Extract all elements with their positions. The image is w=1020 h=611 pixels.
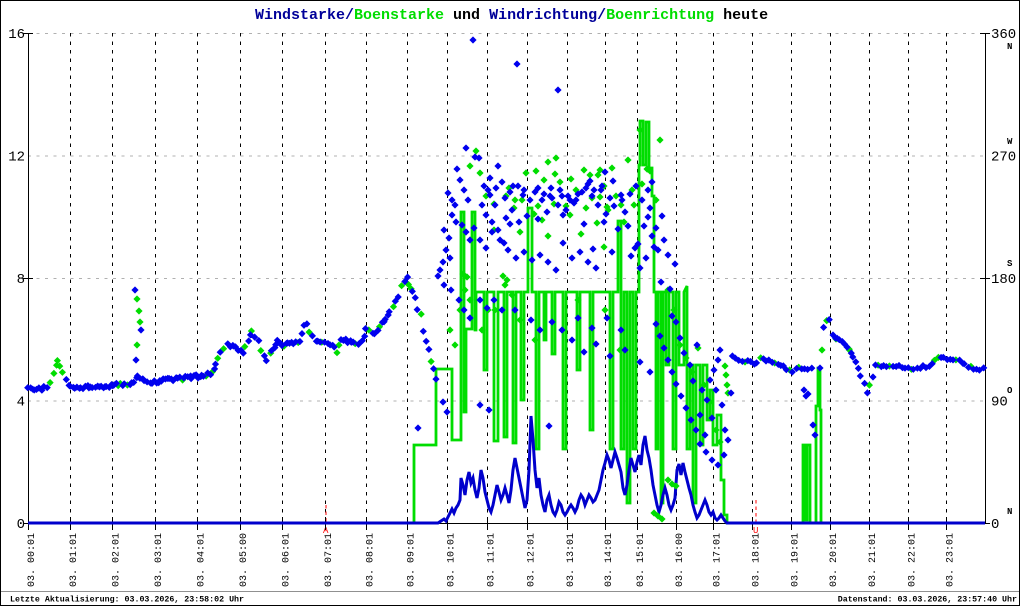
- svg-text:03. 08:01: 03. 08:01: [366, 533, 377, 587]
- svg-text:03. 22:01: 03. 22:01: [908, 533, 919, 587]
- svg-text:0: 0: [991, 517, 999, 533]
- svg-text:03. 01:01: 03. 01:01: [69, 533, 80, 587]
- svg-text:03. 02:01: 03. 02:01: [112, 533, 123, 587]
- svg-text:Datenstand: 03.03.2026, 23:57:: Datenstand: 03.03.2026, 23:57:40 Uhr: [838, 595, 1017, 605]
- svg-text:03. 07:01: 03. 07:01: [324, 533, 335, 587]
- svg-text:12: 12: [8, 150, 25, 166]
- svg-text:03. 15:01: 03. 15:01: [636, 533, 647, 587]
- svg-text:03. 17:01: 03. 17:01: [713, 533, 724, 587]
- svg-text:180: 180: [991, 272, 1016, 288]
- svg-text:03. 04:01: 03. 04:01: [197, 533, 208, 587]
- svg-text:03. 16:00: 03. 16:00: [675, 533, 686, 587]
- svg-text:03. 18:01: 03. 18:01: [752, 533, 763, 587]
- svg-text:0: 0: [17, 517, 25, 533]
- svg-text:03. 13:01: 03. 13:01: [566, 533, 577, 587]
- svg-text:W: W: [1007, 137, 1013, 147]
- svg-text:S: S: [1007, 259, 1013, 269]
- svg-text:N: N: [1007, 507, 1012, 517]
- svg-text:03. 11:01: 03. 11:01: [487, 533, 498, 587]
- svg-text:Letzte Aktualisierung: 03.03.2: Letzte Aktualisierung: 03.03.2026, 23:58…: [10, 595, 244, 605]
- svg-text:03. 00:01: 03. 00:01: [27, 533, 38, 587]
- svg-text:U: U: [753, 526, 758, 536]
- svg-text:O: O: [1007, 386, 1013, 396]
- svg-text:360: 360: [991, 27, 1016, 43]
- svg-text:03. 19:01: 03. 19:01: [791, 533, 802, 587]
- svg-text:4: 4: [17, 395, 25, 411]
- svg-text:270: 270: [991, 150, 1016, 166]
- svg-text:03. 03:01: 03. 03:01: [154, 533, 165, 587]
- svg-text:8: 8: [17, 272, 25, 288]
- svg-text:16: 16: [8, 27, 25, 43]
- svg-text:03. 14:01: 03. 14:01: [604, 533, 615, 587]
- svg-text:03. 06:01: 03. 06:01: [282, 533, 293, 587]
- svg-text:A: A: [323, 526, 329, 536]
- svg-text:03. 23:01: 03. 23:01: [946, 533, 957, 587]
- svg-text:03. 20:01: 03. 20:01: [829, 533, 840, 587]
- svg-text:03. 09:01: 03. 09:01: [407, 533, 418, 587]
- svg-text:Windstarke/Boenstarke und Wind: Windstarke/Boenstarke und Windrichtung/B…: [255, 7, 768, 24]
- svg-text:03. 10:01: 03. 10:01: [447, 533, 458, 587]
- svg-text:03. 21:01: 03. 21:01: [868, 533, 879, 587]
- svg-text:03. 12:01: 03. 12:01: [527, 533, 538, 587]
- svg-text:03. 05:00: 03. 05:00: [239, 533, 250, 587]
- svg-text:90: 90: [991, 395, 1008, 411]
- svg-text:N: N: [1007, 42, 1012, 52]
